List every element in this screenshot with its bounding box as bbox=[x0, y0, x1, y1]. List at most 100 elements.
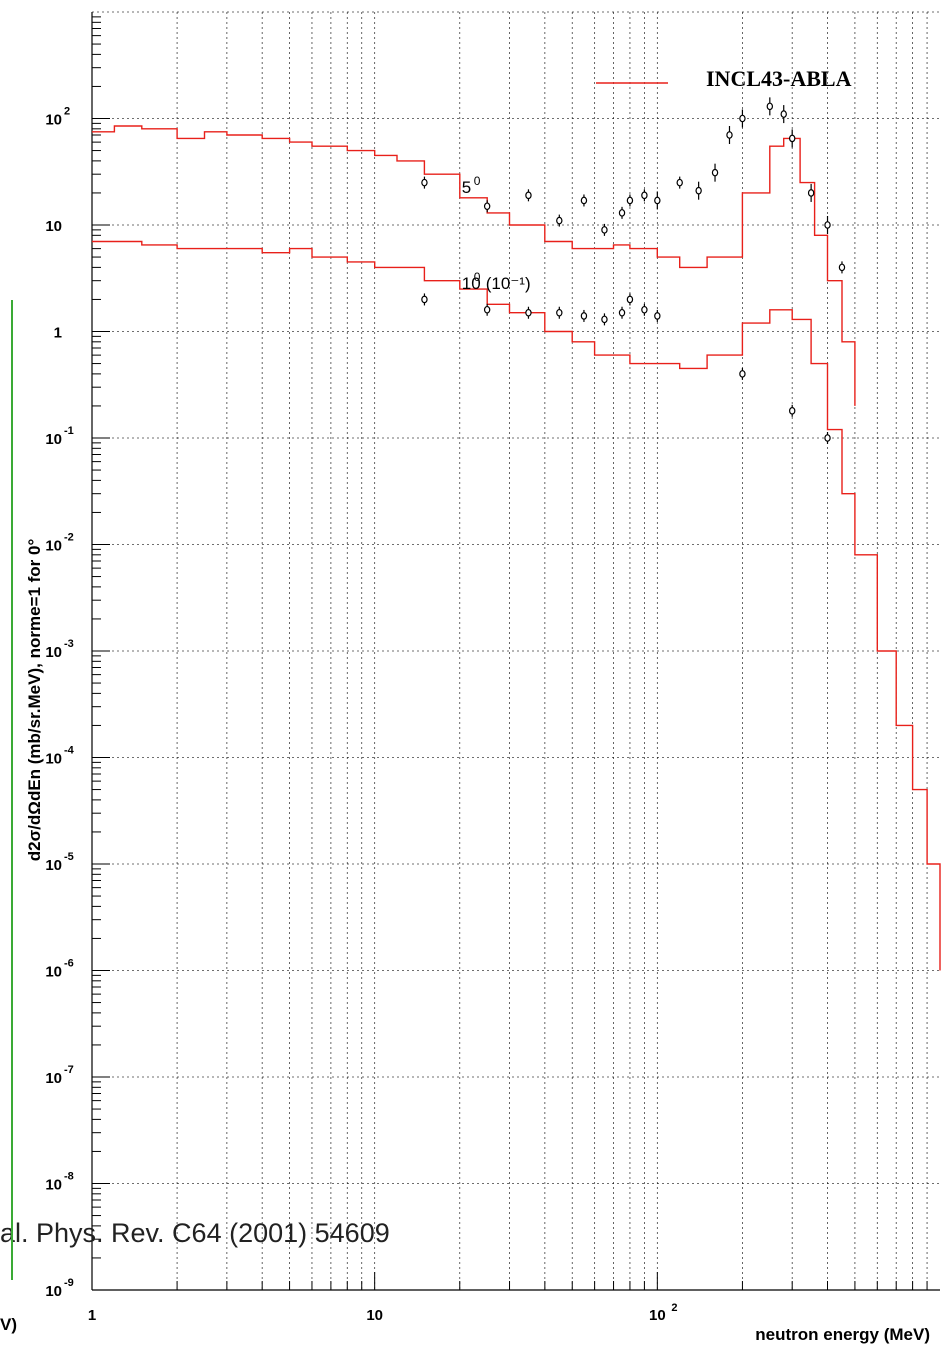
angle-value: 10 bbox=[462, 274, 481, 293]
exp-point-5deg bbox=[838, 261, 846, 274]
y-tick-label: 10 -6 bbox=[45, 958, 73, 981]
angle-labels: 5 0 100 (10⁻¹) bbox=[462, 174, 531, 293]
y-tick-label: 10 -9 bbox=[45, 1277, 73, 1300]
y-tick-label: 10 -5 bbox=[45, 851, 73, 874]
left-partial-label: V) bbox=[0, 1315, 17, 1334]
data-point bbox=[641, 305, 648, 314]
y-tick-base: 10 bbox=[45, 538, 62, 555]
y-tick-base: 10 bbox=[45, 431, 62, 448]
y-tick-label: 10 -4 bbox=[45, 745, 74, 768]
y-tick-label: 10 -2 bbox=[45, 532, 73, 555]
y-tick-label: 10 -1 bbox=[45, 425, 73, 448]
data-point bbox=[695, 186, 702, 195]
exp-point-5deg bbox=[726, 125, 733, 144]
exp-point-10deg bbox=[788, 404, 796, 417]
exp-point-10deg bbox=[580, 309, 588, 322]
data-point bbox=[780, 110, 787, 118]
y-tick-base: 10 bbox=[45, 644, 62, 661]
data-point bbox=[618, 308, 626, 317]
data-point bbox=[838, 263, 846, 272]
x-tick-label: 1 bbox=[88, 1307, 96, 1324]
y-tick-base: 10 bbox=[45, 218, 62, 235]
exp-point-5deg bbox=[788, 129, 796, 148]
y-tick-base: 10 bbox=[45, 857, 62, 874]
data-point bbox=[739, 370, 746, 378]
y-tick-base: 10 bbox=[45, 751, 62, 768]
exp-point-5deg bbox=[556, 214, 563, 227]
exp-point-5deg bbox=[824, 216, 831, 234]
exp-point-10deg bbox=[421, 293, 428, 306]
y-tick-label: 10 2 bbox=[45, 106, 70, 129]
y-tick-exp: -1 bbox=[64, 425, 74, 437]
reference-text: al. Phys. Rev. C64 (2001) 54609 bbox=[0, 1218, 390, 1248]
experimental-points bbox=[421, 97, 846, 444]
legend-label: INCL43-ABLA bbox=[706, 66, 852, 91]
y-tick-exp: -8 bbox=[64, 1171, 74, 1183]
exp-point-10deg bbox=[556, 306, 563, 319]
x-tick-base: 10 bbox=[366, 1307, 383, 1324]
data-point bbox=[580, 312, 588, 320]
y-tick-label: 10 -7 bbox=[45, 1064, 73, 1087]
y-tick-exp: -7 bbox=[64, 1064, 74, 1076]
exp-point-10deg bbox=[483, 303, 491, 316]
exp-point-5deg bbox=[626, 194, 634, 207]
data-point bbox=[726, 131, 733, 139]
data-point bbox=[654, 196, 661, 205]
data-point bbox=[525, 191, 532, 200]
data-point bbox=[421, 295, 428, 304]
y-tick-exp: -4 bbox=[64, 745, 75, 757]
data-point bbox=[626, 295, 634, 304]
x-tick-label: 10 bbox=[366, 1307, 383, 1324]
y-tick-exp: -9 bbox=[64, 1277, 74, 1289]
exp-point-5deg bbox=[580, 194, 588, 207]
exp-point-10deg bbox=[601, 313, 608, 326]
y-tick-base: 10 bbox=[45, 964, 62, 981]
exp-point-10deg bbox=[654, 309, 661, 322]
exp-point-10deg bbox=[525, 306, 532, 319]
exp-point-5deg bbox=[695, 181, 702, 200]
exp-point-5deg bbox=[807, 183, 815, 202]
exp-point-10deg bbox=[739, 367, 746, 380]
y-tick-label: 1 bbox=[54, 325, 62, 342]
data-point bbox=[580, 196, 588, 205]
exp-point-5deg bbox=[780, 105, 787, 124]
y-tick-base: 10 bbox=[45, 1177, 62, 1194]
data-point bbox=[421, 178, 428, 187]
y-tick-label: 10 bbox=[45, 218, 62, 235]
data-point bbox=[739, 114, 746, 123]
exp-point-5deg bbox=[739, 109, 746, 128]
calc-histogram-5deg bbox=[92, 125, 856, 406]
exp-point-5deg bbox=[766, 97, 774, 116]
data-point bbox=[788, 407, 796, 415]
exp-point-5deg bbox=[525, 189, 532, 202]
exp-point-5deg bbox=[618, 206, 626, 219]
y-tick-base: 1 bbox=[54, 325, 62, 342]
data-point bbox=[766, 102, 774, 111]
data-point bbox=[824, 434, 831, 442]
calc-histogram-10deg bbox=[92, 240, 941, 971]
exp-point-10deg bbox=[641, 303, 648, 316]
exp-point-10deg bbox=[618, 306, 626, 319]
exp-point-5deg bbox=[483, 200, 491, 213]
y-tick-label: 10 -3 bbox=[45, 638, 73, 661]
x-axis-label: neutron energy (MeV) bbox=[755, 1325, 930, 1344]
y-tick-exp: 2 bbox=[64, 106, 70, 118]
angle-label-10: 100 (10⁻¹) bbox=[462, 270, 531, 293]
exp-point-5deg bbox=[711, 163, 719, 182]
scale-factor: (10⁻¹) bbox=[486, 274, 531, 293]
x-tick-base: 10 bbox=[649, 1307, 666, 1324]
data-point bbox=[556, 308, 563, 317]
data-point bbox=[807, 189, 815, 197]
y-tick-labels: 10 210110-110-210-310-410-510-610-710-810… bbox=[45, 106, 74, 1301]
data-point bbox=[711, 168, 719, 177]
exp-point-10deg bbox=[824, 432, 831, 444]
data-point bbox=[626, 196, 634, 205]
plot-frame bbox=[91, 12, 940, 1291]
data-point bbox=[618, 209, 626, 217]
data-point bbox=[483, 305, 491, 314]
grid bbox=[91, 11, 940, 1291]
data-point bbox=[824, 221, 831, 229]
exp-point-5deg bbox=[654, 191, 661, 210]
